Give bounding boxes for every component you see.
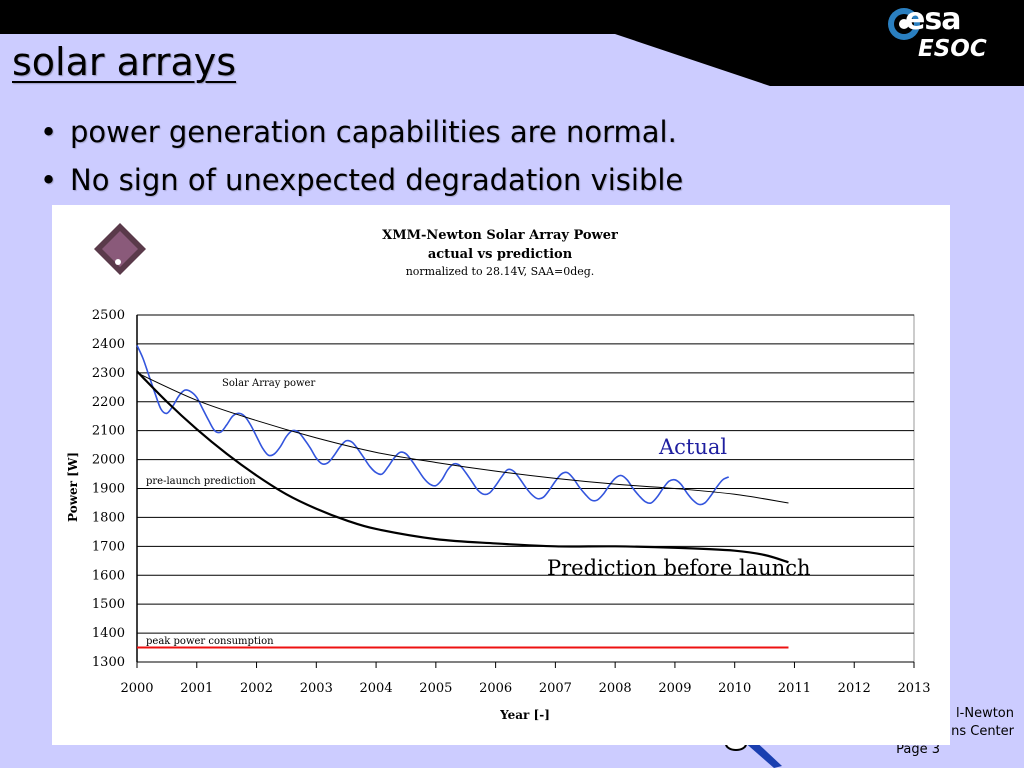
bullet-item: • power generation capabilities are norma… bbox=[40, 108, 683, 156]
center-name: ESOC bbox=[918, 36, 987, 62]
x-tick-label: 2010 bbox=[718, 681, 751, 696]
y-tick-label: 2500 bbox=[92, 308, 125, 323]
gridlines bbox=[136, 314, 915, 668]
page-number: Page 3 bbox=[896, 742, 940, 757]
x-tick-label: 2011 bbox=[778, 681, 811, 696]
y-tick-label: 2200 bbox=[92, 395, 125, 410]
x-tick-label: 2008 bbox=[599, 681, 632, 696]
series-pre-launch-prediction bbox=[136, 370, 789, 564]
bullet-item: • No sign of unexpected degradation visib… bbox=[40, 156, 683, 204]
esa-logo-icon bbox=[888, 8, 920, 40]
y-tick-label: 1400 bbox=[92, 626, 125, 641]
bullet-dot: • bbox=[40, 115, 58, 149]
bullet-list: • power generation capabilities are norma… bbox=[40, 108, 683, 204]
x-tick-label: 2009 bbox=[658, 681, 691, 696]
bullet-text: No sign of unexpected degradation visibl… bbox=[70, 163, 684, 197]
y-tick-label: 1800 bbox=[92, 510, 125, 525]
y-tick-label: 2400 bbox=[92, 337, 125, 352]
y-tick-label: 1700 bbox=[92, 539, 125, 554]
power-chart: XMM-Newton Solar Array Power actual vs p… bbox=[66, 223, 931, 722]
chart-subtitle: actual vs prediction bbox=[428, 247, 573, 262]
chart-note: normalized to 28.14V, SAA=0deg. bbox=[406, 265, 595, 278]
footer-line-2: ns Center bbox=[951, 724, 1014, 739]
chart-panel: XMM-Newton Solar Array Power actual vs p… bbox=[52, 205, 950, 745]
y-tick-label: 1900 bbox=[92, 482, 125, 497]
x-tick-labels: 2000 2001 2002 2003 2004 2005 2006 2007 2008 2009… bbox=[120, 681, 930, 696]
esa-logo-text: esa bbox=[905, 2, 961, 37]
x-tick-label: 2004 bbox=[360, 681, 393, 696]
y-tick-label: 1600 bbox=[92, 568, 125, 583]
y-tick-label: 2100 bbox=[92, 424, 125, 439]
x-tick-label: 2001 bbox=[180, 681, 213, 696]
mission-logo-icon bbox=[94, 223, 146, 275]
footer-line-1: l-Newton bbox=[956, 706, 1014, 721]
x-tick-label: 2005 bbox=[419, 681, 452, 696]
x-tick-label: 2002 bbox=[240, 681, 273, 696]
x-tick-label: 2006 bbox=[479, 681, 512, 696]
y-axis-label: Power [W] bbox=[66, 452, 80, 522]
x-tick-label: 2000 bbox=[120, 681, 153, 696]
chart-title: XMM-Newton Solar Array Power bbox=[382, 228, 618, 243]
x-tick-label: 2007 bbox=[539, 681, 572, 696]
annotation-peak-power: peak power consumption bbox=[146, 636, 274, 647]
x-tick-label: 2003 bbox=[300, 681, 333, 696]
slide-title: solar arrays bbox=[12, 40, 237, 84]
x-tick-label: 2012 bbox=[838, 681, 871, 696]
annotation-actual: Actual bbox=[658, 435, 727, 459]
bullet-dot: • bbox=[40, 163, 58, 197]
x-axis-label: Year [-] bbox=[499, 708, 550, 722]
series-layer bbox=[136, 345, 789, 649]
y-tick-label: 2300 bbox=[92, 366, 125, 381]
series-trend bbox=[136, 372, 789, 504]
y-tick-labels: 1300 1400 1500 1600 1700 1800 1900 2000 2100 2200… bbox=[92, 308, 125, 670]
y-tick-label: 1300 bbox=[92, 655, 125, 670]
annotation-solar-array-power: Solar Array power bbox=[222, 378, 315, 389]
y-tick-label: 1500 bbox=[92, 597, 125, 612]
bullet-text: power generation capabilities are normal… bbox=[70, 115, 677, 149]
y-tick-label: 2000 bbox=[92, 453, 125, 468]
header-band bbox=[0, 0, 1024, 86]
annotation-pre-launch: pre-launch prediction bbox=[146, 476, 256, 487]
annotation-prediction: Prediction before launch bbox=[547, 556, 811, 580]
x-tick-label: 2013 bbox=[897, 681, 930, 696]
